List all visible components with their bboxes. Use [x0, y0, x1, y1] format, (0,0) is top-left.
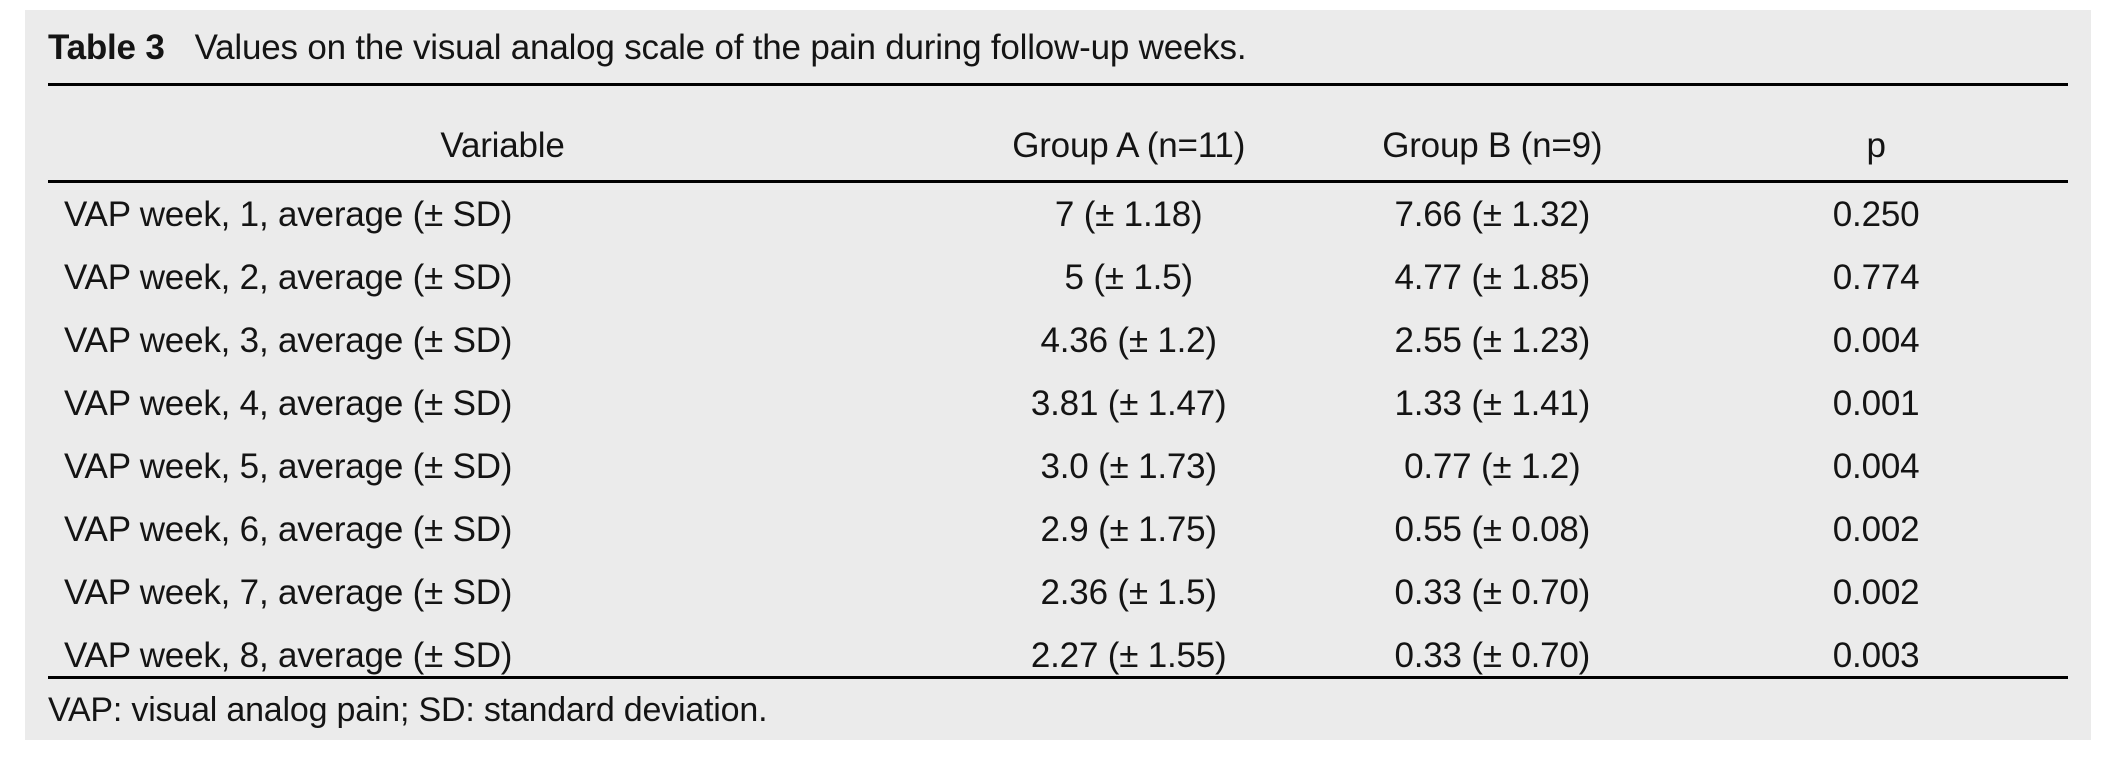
table-caption-text: Values on the visual analog scale of the…: [194, 28, 1247, 67]
table3-panel: Table 3 Values on the visual analog scale…: [25, 10, 2091, 740]
cell-p-value: 0.004: [1832, 446, 1920, 486]
cell-p-value: 0.001: [1832, 383, 1920, 423]
vas-pain-table: Variable Group A (n=11) Group B (n=9) p …: [48, 86, 2068, 687]
cell-group-a: 3.81 (± 1.47): [1030, 383, 1227, 423]
bottom-rule: [48, 676, 2068, 679]
cell-variable: VAP week, 5, average (± SD): [64, 446, 513, 486]
cell-variable: VAP week, 8, average (± SD): [64, 635, 513, 675]
cell-variable: VAP week, 7, average (± SD): [64, 572, 513, 612]
cell-p-value: 0.004: [1832, 320, 1920, 360]
cell-p-value: 0.002: [1832, 509, 1920, 549]
table-body: VAP week, 1, average (± SD) 7 (± 1.18) 7…: [48, 182, 2068, 688]
cell-variable: VAP week, 3, average (± SD): [64, 320, 513, 360]
table-row: VAP week, 7, average (± SD) 2.36 (± 1.5)…: [48, 561, 2068, 624]
top-rule: [48, 83, 2068, 86]
cell-p-value: 0.002: [1832, 572, 1920, 612]
cell-group-b: 7.66 (± 1.32): [1394, 194, 1591, 234]
cell-group-b: 0.77 (± 1.2): [1404, 446, 1581, 486]
cell-variable: VAP week, 4, average (± SD): [64, 383, 513, 423]
cell-group-a: 5 (± 1.5): [1064, 257, 1193, 297]
cell-group-a: 3.0 (± 1.73): [1040, 446, 1218, 486]
cell-group-b: 0.55 (± 0.08): [1394, 509, 1591, 549]
cell-group-b: 4.77 (± 1.85): [1394, 257, 1591, 297]
table-row: VAP week, 3, average (± SD) 4.36 (± 1.2)…: [48, 309, 2068, 372]
header-row: Variable Group A (n=11) Group B (n=9) p: [48, 86, 2068, 183]
cell-group-b: 1.33 (± 1.41): [1394, 383, 1591, 423]
table-footnote: VAP: visual analog pain; SD: standard de…: [48, 691, 768, 729]
cell-group-b: 2.55 (± 1.23): [1394, 320, 1591, 360]
cell-group-b: 0.33 (± 0.70): [1394, 635, 1591, 675]
col-header-group-a: Group A (n=11): [957, 86, 1301, 183]
table-row: VAP week, 2, average (± SD) 5 (± 1.5) 4.…: [48, 246, 2068, 309]
table-row: VAP week, 6, average (± SD) 2.9 (± 1.75)…: [48, 498, 2068, 561]
table-row: VAP week, 5, average (± SD) 3.0 (± 1.73)…: [48, 435, 2068, 498]
cell-group-b: 0.33 (± 0.70): [1394, 572, 1591, 612]
table-caption-label: Table 3: [48, 28, 165, 67]
col-header-p: p: [1684, 86, 2068, 183]
table-row: VAP week, 1, average (± SD) 7 (± 1.18) 7…: [48, 182, 2068, 247]
cell-p-value: 0.003: [1832, 635, 1920, 675]
cell-group-a: 2.36 (± 1.5): [1040, 572, 1218, 612]
table-header: Variable Group A (n=11) Group B (n=9) p: [48, 86, 2068, 183]
table-row: VAP week, 8, average (± SD) 2.27 (± 1.55…: [48, 624, 2068, 687]
cell-variable: VAP week, 6, average (± SD): [64, 509, 513, 549]
table-caption: Table 3 Values on the visual analog scale…: [48, 28, 2068, 68]
cell-group-a: 7 (± 1.18): [1054, 194, 1203, 234]
col-header-variable: Variable: [48, 86, 957, 183]
table-row: VAP week, 4, average (± SD) 3.81 (± 1.47…: [48, 372, 2068, 435]
cell-variable: VAP week, 2, average (± SD): [64, 257, 513, 297]
cell-variable: VAP week, 1, average (± SD): [64, 194, 513, 234]
cell-group-a: 2.9 (± 1.75): [1040, 509, 1218, 549]
cell-group-a: 4.36 (± 1.2): [1040, 320, 1218, 360]
cell-p-value: 0.774: [1832, 257, 1920, 297]
col-header-group-b: Group B (n=9): [1300, 86, 1685, 183]
cell-group-a: 2.27 (± 1.55): [1030, 635, 1227, 675]
cell-p-value: 0.250: [1832, 194, 1920, 234]
